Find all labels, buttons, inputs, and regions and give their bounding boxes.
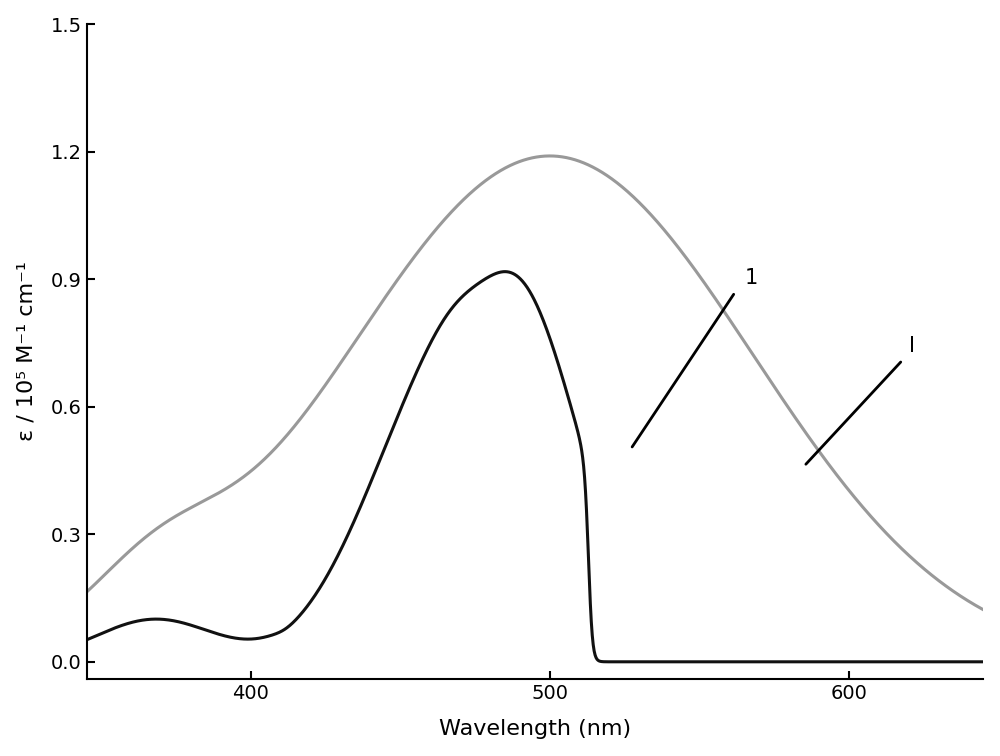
Text: I: I — [909, 336, 915, 356]
Text: 1: 1 — [744, 268, 757, 288]
X-axis label: Wavelength (nm): Wavelength (nm) — [439, 719, 631, 739]
Y-axis label: ε / 10⁵ M⁻¹ cm⁻¹: ε / 10⁵ M⁻¹ cm⁻¹ — [17, 262, 37, 442]
